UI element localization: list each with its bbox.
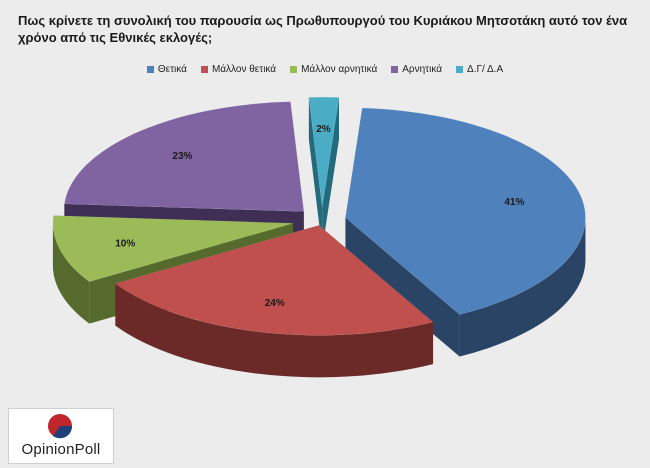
pie-slice-0 — [345, 107, 586, 315]
legend-swatch — [200, 66, 208, 73]
pie-slice-1 — [114, 225, 434, 336]
pie-labels: 41% 24% 10% 23% 2% — [115, 124, 524, 309]
logo-text: OpinionPoll — [21, 441, 101, 458]
data-label: 2% — [316, 124, 331, 135]
legend-label: Αρνητικά — [402, 64, 443, 75]
data-label: 10% — [115, 238, 135, 249]
pie-slice-wall — [308, 97, 323, 250]
legend-label: Μάλλον αρνητικά — [301, 64, 378, 75]
legend-swatch — [290, 66, 298, 73]
legend-label: Δ.Γ/ Δ.Α — [467, 64, 504, 75]
legend-swatch — [456, 66, 464, 73]
pie-slice-4 — [308, 96, 340, 208]
legend-item-arnitika: Αρνητικά — [391, 64, 442, 75]
pie-slice-outer-wall — [115, 283, 434, 378]
pie-slice-outer-wall — [52, 223, 90, 324]
data-label: 23% — [172, 151, 192, 162]
chart-title: Πως κρίνετε τη συνολική του παρουσία ως … — [18, 13, 628, 45]
legend-label: Θετικά — [157, 64, 187, 75]
pie-slice-3 — [64, 101, 305, 212]
legend-item-mallon-arnitika: Μάλλον αρνητικά — [290, 64, 377, 75]
pie-slice-2 — [52, 215, 293, 282]
legend-item-dg-da: Δ.Γ/ Δ.Α — [456, 64, 503, 75]
pie-slice-wall — [322, 97, 339, 250]
pie-slice-outer-wall — [459, 217, 586, 357]
data-label: 24% — [265, 298, 285, 309]
legend-item-thetika: Θετικά — [146, 64, 187, 75]
legend-swatch — [391, 66, 399, 73]
legend-item-mallon-thetika: Μάλλον θετικά — [200, 64, 277, 75]
legend-swatch — [146, 66, 154, 73]
pie-tops — [52, 96, 586, 336]
logo-mark-icon — [48, 414, 73, 439]
chart-legend: Θετικά Μάλλον θετικά Μάλλον αρνητικά Αρν… — [0, 64, 650, 75]
opinionpoll-logo: OpinionPoll — [8, 408, 114, 464]
legend-label: Μάλλον θετικά — [211, 64, 277, 75]
data-label: 41% — [504, 197, 524, 208]
